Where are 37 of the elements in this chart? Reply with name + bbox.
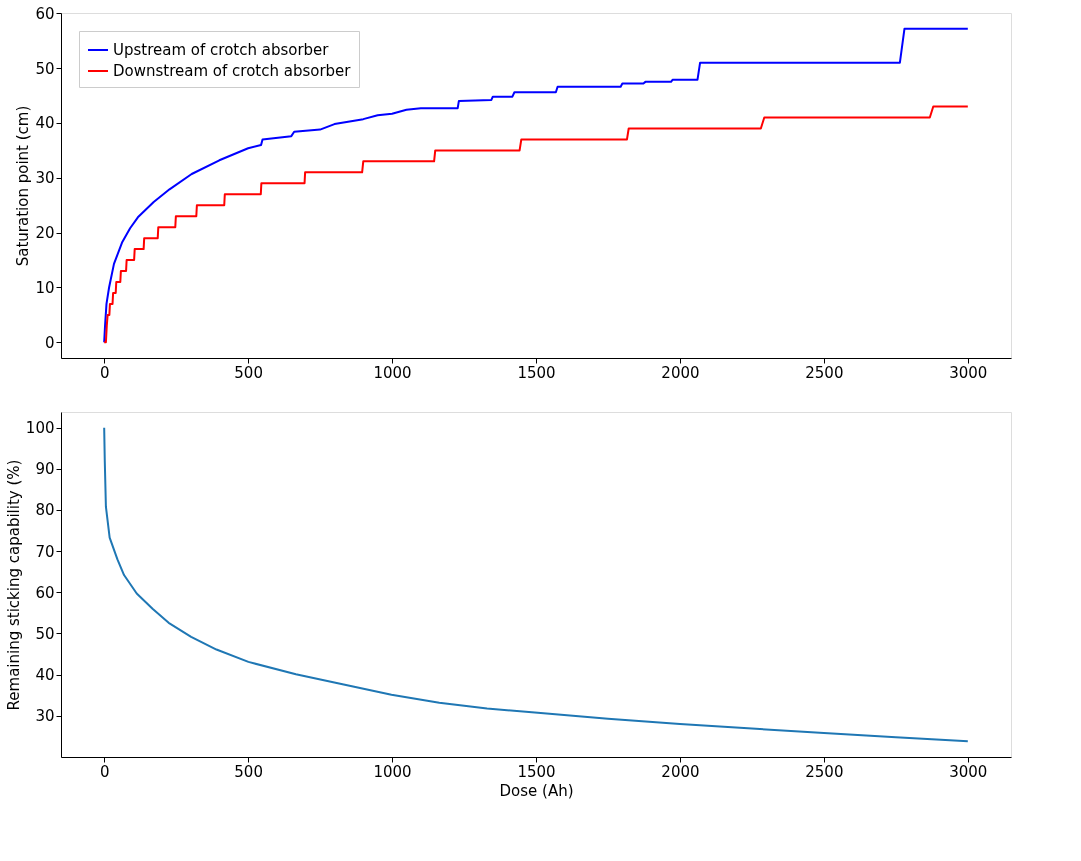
y-tick-label: 20 [35, 224, 55, 243]
x-tick-label: 3000 [949, 762, 988, 781]
y-tick-label: 70 [35, 542, 55, 561]
x-tick-label: 2500 [805, 363, 844, 382]
x-tick-label: 2000 [661, 762, 700, 781]
x-tick-label: 0 [99, 363, 110, 382]
x-tick-label: 1000 [373, 363, 412, 382]
line-series [103, 105, 969, 344]
legend-label: Downstream of crotch absorber [113, 62, 352, 80]
x-tick-label: 2000 [661, 363, 700, 382]
y-tick-label: 40 [35, 114, 55, 133]
x-tick-label: 1500 [517, 363, 556, 382]
y-tick-label: 50 [35, 624, 55, 643]
y-tick-label: 30 [35, 169, 55, 188]
line-series [103, 27, 969, 344]
y-tick-label: 0 [44, 333, 55, 352]
x-tick-label: 500 [234, 762, 263, 781]
x-tick-label: 1500 [517, 762, 556, 781]
y-tick-label: 60 [35, 583, 55, 602]
legend-label: Upstream of crotch absorber [113, 41, 330, 59]
y-tick-label: 40 [35, 666, 55, 685]
y-tick-label: 30 [35, 707, 55, 726]
y-tick-label: 10 [35, 278, 55, 297]
x-tick-label: 1000 [373, 762, 412, 781]
y-tick-label: 50 [35, 59, 55, 78]
y-tick-label: 90 [35, 460, 55, 479]
y-axis-title: Saturation point (cm) [14, 105, 33, 267]
x-axis-title: Dose (Ah) [499, 781, 574, 800]
y-axis-title: Remaining sticking capability (%) [4, 459, 23, 711]
y-tick-label: 60 [35, 4, 55, 23]
x-tick-label: 2500 [805, 762, 844, 781]
y-tick-label: 80 [35, 501, 55, 520]
line-series [103, 426, 969, 743]
y-tick-label: 100 [25, 419, 55, 438]
x-tick-label: 3000 [949, 363, 988, 382]
x-tick-label: 0 [99, 762, 110, 781]
x-tick-label: 500 [234, 363, 263, 382]
